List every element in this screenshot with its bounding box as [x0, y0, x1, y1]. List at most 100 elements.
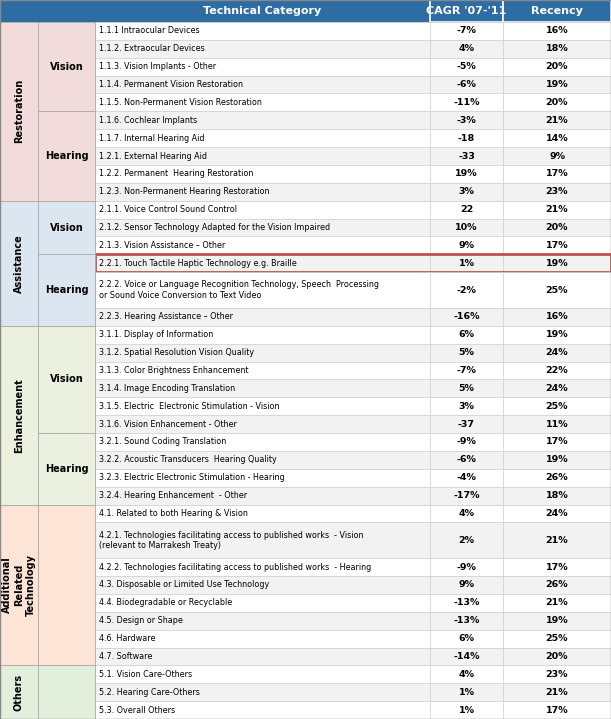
- Text: Hearing: Hearing: [45, 285, 89, 295]
- Text: 3.1.4. Image Encoding Translation: 3.1.4. Image Encoding Translation: [99, 384, 235, 393]
- Bar: [503, 683, 611, 701]
- Bar: [503, 237, 611, 255]
- Bar: [430, 451, 503, 469]
- Text: 4.3. Disposable or Limited Use Technology: 4.3. Disposable or Limited Use Technolog…: [99, 580, 269, 590]
- Bar: [95, 58, 430, 75]
- Text: 1.2.3. Non-Permanent Hearing Restoration: 1.2.3. Non-Permanent Hearing Restoration: [99, 187, 269, 196]
- Bar: [0, 665, 611, 719]
- Bar: [95, 201, 430, 219]
- Text: 19%: 19%: [546, 616, 568, 626]
- Bar: [503, 398, 611, 415]
- Text: 21%: 21%: [546, 205, 568, 214]
- Bar: [503, 665, 611, 683]
- Bar: [430, 523, 503, 558]
- Bar: [430, 58, 503, 75]
- Text: 1.1.7. Internal Hearing Aid: 1.1.7. Internal Hearing Aid: [99, 134, 205, 142]
- Text: 4.2.1. Technologies facilitating access to published works  - Vision
(relevant t: 4.2.1. Technologies facilitating access …: [99, 531, 364, 550]
- Text: Vision: Vision: [49, 375, 83, 385]
- Text: 2.1.2. Sensor Technology Adapted for the Vision Impaired: 2.1.2. Sensor Technology Adapted for the…: [99, 223, 330, 232]
- Bar: [95, 469, 430, 487]
- Bar: [95, 344, 430, 362]
- Text: 4.1. Related to both Hearing & Vision: 4.1. Related to both Hearing & Vision: [99, 509, 248, 518]
- Text: 21%: 21%: [546, 536, 568, 545]
- Text: 2%: 2%: [458, 536, 475, 545]
- Bar: [503, 111, 611, 129]
- Bar: [430, 326, 503, 344]
- Text: -18: -18: [458, 134, 475, 142]
- Text: 9%: 9%: [458, 580, 475, 590]
- Bar: [430, 558, 503, 576]
- Text: 18%: 18%: [546, 491, 568, 500]
- Bar: [95, 362, 430, 380]
- Bar: [0, 326, 611, 505]
- Bar: [95, 701, 430, 719]
- Bar: [503, 558, 611, 576]
- Text: -13%: -13%: [453, 598, 480, 608]
- Text: 3.1.2. Spatial Resolution Vision Quality: 3.1.2. Spatial Resolution Vision Quality: [99, 348, 254, 357]
- Bar: [95, 255, 430, 273]
- Bar: [95, 237, 430, 255]
- Text: -16%: -16%: [453, 312, 480, 321]
- Text: 24%: 24%: [546, 348, 568, 357]
- Bar: [430, 22, 503, 40]
- Text: 4%: 4%: [458, 45, 475, 53]
- Bar: [0, 201, 611, 326]
- Bar: [503, 201, 611, 219]
- Text: 4.5. Design or Shape: 4.5. Design or Shape: [99, 616, 183, 626]
- Bar: [503, 93, 611, 111]
- Text: 1%: 1%: [458, 259, 475, 267]
- Text: 9%: 9%: [458, 241, 475, 250]
- Bar: [430, 487, 503, 505]
- Bar: [503, 75, 611, 93]
- Bar: [95, 326, 430, 344]
- Text: 1%: 1%: [458, 705, 475, 715]
- Bar: [430, 344, 503, 362]
- Text: -13%: -13%: [453, 616, 480, 626]
- Bar: [503, 40, 611, 58]
- Bar: [95, 273, 430, 308]
- Text: CAGR '07-'11: CAGR '07-'11: [426, 6, 507, 16]
- Text: -7%: -7%: [456, 366, 477, 375]
- Bar: [38, 505, 95, 665]
- Text: 22: 22: [460, 205, 473, 214]
- Text: 2.2.1. Touch Tactile Haptic Technology e.g. Braille: 2.2.1. Touch Tactile Haptic Technology e…: [99, 259, 297, 267]
- Text: 20%: 20%: [546, 62, 568, 71]
- Bar: [503, 576, 611, 594]
- Text: Restoration: Restoration: [14, 79, 24, 144]
- Bar: [430, 111, 503, 129]
- Bar: [95, 415, 430, 433]
- Text: 4%: 4%: [458, 670, 475, 679]
- Text: 25%: 25%: [546, 402, 568, 411]
- Text: 17%: 17%: [546, 562, 568, 572]
- Bar: [95, 183, 430, 201]
- Bar: [503, 308, 611, 326]
- Text: -3%: -3%: [456, 116, 477, 125]
- Text: 1.2.2. Permanent  Hearing Restoration: 1.2.2. Permanent Hearing Restoration: [99, 170, 254, 178]
- Bar: [95, 308, 430, 326]
- Text: 17%: 17%: [546, 705, 568, 715]
- Text: 2.2.3. Hearing Assistance – Other: 2.2.3. Hearing Assistance – Other: [99, 312, 233, 321]
- Bar: [38, 22, 95, 111]
- Text: 2.2.2. Voice or Language Recognition Technology, Speech  Processing
or Sound Voi: 2.2.2. Voice or Language Recognition Tec…: [99, 280, 379, 300]
- Text: 3.2.4. Hearing Enhancement  - Other: 3.2.4. Hearing Enhancement - Other: [99, 491, 247, 500]
- Bar: [430, 576, 503, 594]
- Text: 25%: 25%: [546, 285, 568, 295]
- Bar: [503, 362, 611, 380]
- Bar: [430, 594, 503, 612]
- Bar: [95, 75, 430, 93]
- Text: 6%: 6%: [458, 634, 475, 643]
- Text: 11%: 11%: [546, 420, 568, 429]
- Bar: [503, 630, 611, 648]
- Text: 1.2.1. External Hearing Aid: 1.2.1. External Hearing Aid: [99, 152, 207, 160]
- Text: 4.7. Software: 4.7. Software: [99, 652, 152, 661]
- Text: -2%: -2%: [456, 285, 477, 295]
- Bar: [95, 487, 430, 505]
- Bar: [0, 0, 611, 22]
- Text: 1.1.4. Permanent Vision Restoration: 1.1.4. Permanent Vision Restoration: [99, 80, 243, 89]
- Text: 23%: 23%: [546, 670, 568, 679]
- Bar: [430, 273, 503, 308]
- Bar: [503, 433, 611, 451]
- Text: -17%: -17%: [453, 491, 480, 500]
- Text: -11%: -11%: [453, 98, 480, 107]
- Bar: [95, 93, 430, 111]
